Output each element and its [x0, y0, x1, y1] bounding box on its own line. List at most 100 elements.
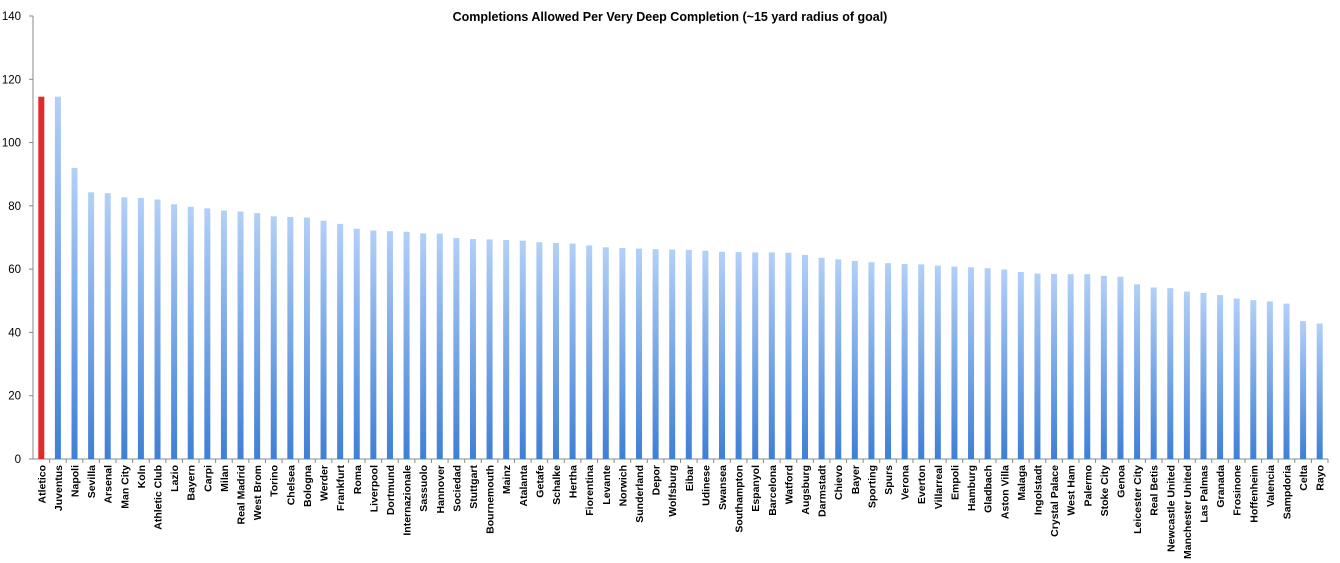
bar-hannover [436, 233, 443, 459]
x-tick-label: Man City [119, 465, 131, 509]
bar-stuttgart [469, 239, 476, 459]
bar-swansea [719, 251, 726, 459]
x-tick-label: Swansea [717, 465, 729, 510]
x-tick-label: Empoli [949, 465, 961, 500]
x-tick-label: Koln [136, 465, 148, 488]
x-tick-label: Hamburg [966, 465, 978, 511]
y-tick-label: 120 [2, 74, 21, 86]
bar-watford [785, 252, 792, 459]
x-tick-label: Milan [219, 465, 231, 492]
bar-sampdoria [1283, 303, 1290, 459]
bar-augsburg [802, 254, 809, 459]
x-tick-label: Las Palmas [1198, 465, 1210, 523]
x-tick-label: Dortmund [385, 465, 397, 515]
bar-koln [137, 197, 144, 460]
x-tick-label: Bayern [186, 465, 198, 501]
y-tick-label: 80 [8, 201, 21, 213]
x-tick-label: Levante [601, 465, 613, 505]
bar-dortmund [386, 231, 393, 459]
bar-bayer [851, 260, 858, 459]
x-tick-label: Spurs [883, 465, 895, 495]
bars-group [38, 96, 1323, 460]
x-tick-label: Augsburg [800, 465, 812, 515]
bar-rayo [1316, 323, 1323, 459]
x-tick-label: Verona [900, 465, 912, 500]
x-tick-label: Getafe [534, 465, 546, 498]
bar-everton [918, 264, 925, 459]
x-tick-label: Chievo [833, 465, 845, 500]
x-tick-label: Ingolstadt [1032, 465, 1044, 516]
x-tick-label: West Brom [252, 465, 264, 520]
bar-internazionale [403, 231, 410, 459]
bar-stoke-city [1100, 275, 1107, 459]
bar-liverpool [370, 230, 377, 459]
x-tick-label: Atletico [36, 465, 48, 504]
bar-crystal-palace [1051, 273, 1058, 459]
bar-celta [1300, 321, 1307, 459]
x-tick-label: Everton [916, 465, 928, 504]
x-tick-label: Bologna [302, 465, 314, 507]
bar-frosinone [1233, 298, 1240, 459]
bar-leicester-city [1134, 284, 1141, 459]
bar-sevilla [88, 192, 95, 459]
y-tick-label: 40 [8, 327, 21, 339]
bar-sociedad [453, 238, 460, 459]
x-tick-label: Aston Villa [999, 465, 1011, 519]
bar-ingolstadt [1034, 273, 1041, 459]
bar-bologna [303, 217, 310, 459]
bar-hoffenheim [1250, 300, 1257, 459]
x-tick-label: Hannover [435, 465, 447, 513]
y-tick-label: 100 [2, 138, 21, 150]
bar-man-city [121, 197, 128, 459]
bar-fiorentina [586, 245, 593, 459]
bar-spurs [885, 263, 892, 459]
bar-verona [901, 264, 908, 459]
x-tick-label: Sporting [866, 465, 878, 508]
x-tick-label: Palermo [1082, 465, 1094, 506]
x-tick-label: Hoffenheim [1248, 465, 1260, 523]
bar-norwich [619, 247, 626, 459]
bar-sunderland [635, 248, 642, 459]
bar-gladbach [984, 268, 991, 459]
bar-lazio [171, 204, 178, 459]
x-tick-label: Fiorentina [584, 465, 596, 516]
bar-empoli [951, 266, 958, 459]
bar-malaga [1017, 271, 1024, 459]
bar-milan [220, 210, 227, 459]
x-tick-label: Werder [319, 465, 331, 501]
x-tick-label: Hertha [568, 465, 580, 498]
x-tick-label: Watford [783, 465, 795, 504]
x-tick-label: Torino [269, 465, 281, 497]
x-tick-label: Gladbach [983, 465, 995, 513]
bar-real-madrid [237, 211, 244, 459]
bar-hertha [569, 243, 576, 459]
bar-real-betis [1150, 287, 1157, 459]
bar-darmstadt [818, 257, 825, 459]
x-tick-label: Sevilla [86, 465, 98, 498]
bar-wolfsburg [669, 249, 676, 459]
x-tick-label: Barcelona [767, 465, 779, 516]
x-tick-label: Frankfurt [335, 465, 347, 512]
x-tick-label: Wolfsburg [667, 465, 679, 517]
bar-barcelona [768, 252, 775, 459]
bar-atletico [38, 96, 45, 460]
x-tick-label: Juventus [53, 465, 65, 511]
bar-mainz [503, 240, 510, 459]
bar-getafe [536, 242, 543, 459]
x-tick-label: Norwich [617, 465, 629, 506]
x-tick-label: Eibar [684, 465, 696, 491]
x-tick-label: Arsenal [103, 465, 115, 504]
x-tick-label: Sociedad [451, 465, 463, 512]
x-tick-label: Genoa [1115, 465, 1127, 498]
x-tick-label: Napoli [70, 465, 82, 497]
bar-werder [320, 220, 327, 459]
bar-sporting [868, 262, 875, 459]
bar-carpi [204, 208, 211, 459]
x-tick-label: Manchester United [1182, 465, 1194, 559]
x-tick-label: Malaga [1016, 465, 1028, 501]
bar-bournemouth [486, 239, 493, 459]
bar-torino [270, 216, 277, 459]
bar-schalke [552, 242, 559, 459]
bar-palermo [1084, 274, 1091, 459]
